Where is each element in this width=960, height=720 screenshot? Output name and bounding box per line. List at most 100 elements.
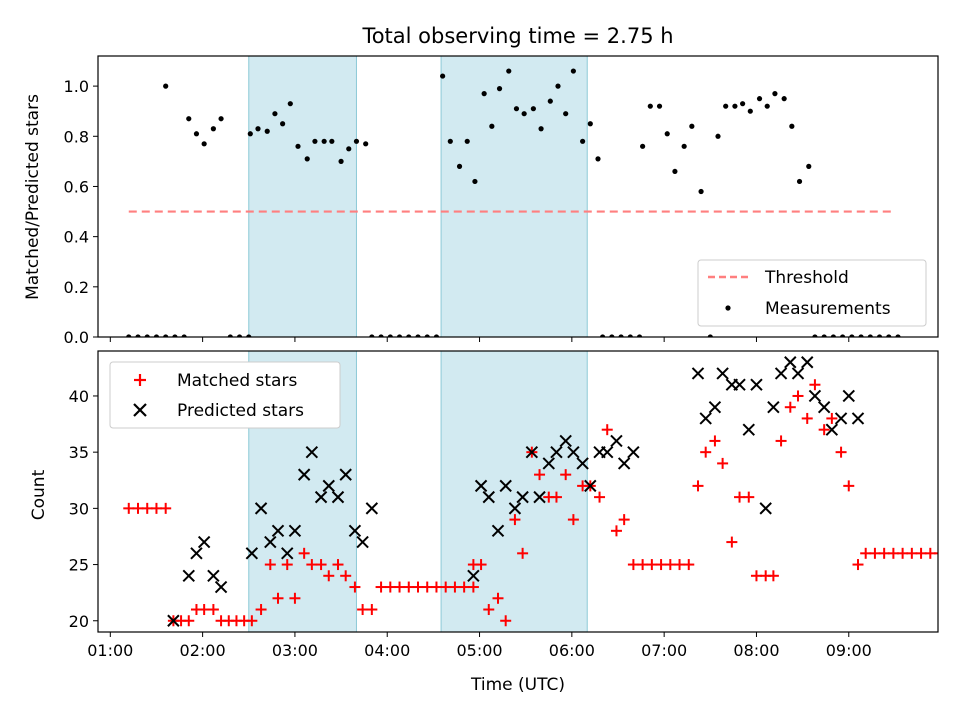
predicted-star-point: [314, 490, 328, 504]
measurement-point: [886, 334, 892, 337]
matched-star-point: [421, 581, 433, 593]
measurement-point: [781, 96, 787, 102]
measurement-point: [587, 121, 593, 127]
matched-star-point: [264, 559, 276, 571]
matched-star-point: [767, 570, 779, 582]
matched-star-point: [692, 480, 704, 492]
y-tick-label: 0.4: [64, 228, 89, 247]
matched-star-point: [860, 547, 872, 559]
matched-star-point: [594, 491, 606, 503]
matched-star-point: [315, 559, 327, 571]
predicted-star-point: [499, 479, 512, 493]
plot-area: [123, 351, 938, 632]
x-tick-label: 09:00: [826, 641, 872, 660]
matched-star-point: [255, 604, 267, 616]
y-tick-label: 40: [69, 387, 89, 406]
matched-star-point: [384, 581, 396, 593]
predicted-star-point: [791, 367, 805, 380]
predicted-star-point: [214, 580, 228, 594]
measurement-point: [227, 334, 233, 337]
observing-window-2: [440, 56, 588, 337]
measurement-point: [647, 103, 653, 109]
predicted-star-point: [322, 479, 335, 493]
bottom-y-axis-label: Count: [29, 469, 49, 520]
measurement-point: [304, 156, 310, 162]
predicted-star-point: [699, 412, 712, 425]
measurement-point: [849, 334, 855, 337]
matched-star-point: [852, 559, 864, 571]
matched-star-point: [198, 604, 210, 616]
predicted-star-point: [305, 445, 319, 459]
matched-star-point: [784, 401, 796, 413]
matched-star-point: [440, 581, 452, 593]
predicted-star-point: [584, 479, 597, 493]
predicted-star-point: [491, 524, 505, 538]
measurement-point: [246, 334, 252, 337]
matched-star-point: [500, 615, 512, 627]
measurement-point: [640, 143, 646, 149]
measurement-point: [698, 188, 704, 195]
measurement-point: [280, 121, 286, 127]
measurement-point: [415, 334, 421, 337]
predicted-star-point: [825, 423, 839, 436]
predicted-star-point: [767, 400, 780, 414]
measurement-point: [396, 334, 403, 337]
measurement-point: [464, 138, 470, 144]
measurement-point: [193, 131, 200, 137]
predicted-star-point: [281, 547, 294, 560]
measurement-point: [715, 133, 721, 139]
measurement-point: [447, 138, 453, 144]
measurement-point: [338, 158, 344, 164]
x-tick-label: 05:00: [456, 641, 502, 660]
matched-star-point: [281, 559, 293, 571]
predicted-star-point: [365, 502, 379, 515]
measurement-point: [201, 141, 207, 147]
measurement-point: [153, 334, 160, 337]
matched-star-point: [915, 547, 927, 559]
predicted-star-point: [190, 547, 203, 560]
matched-star-point: [394, 581, 406, 593]
predicted-star-point: [774, 367, 788, 380]
matched-star-point: [601, 424, 613, 436]
matched-star-point: [183, 615, 195, 627]
matched-star-point: [332, 559, 344, 571]
bottom-legend: Matched stars Predicted stars: [109, 361, 341, 429]
matched-star-point: [458, 581, 470, 593]
measurement-point: [789, 123, 795, 129]
x-tick-label: 07:00: [641, 641, 687, 660]
matched-star-point: [610, 525, 622, 537]
measurement-point: [830, 334, 836, 337]
measurement-point: [218, 116, 224, 122]
predicted-legend-label: Predicted stars: [177, 401, 304, 421]
predicted-star-point: [525, 445, 539, 459]
measurement-point: [346, 146, 352, 152]
measurement-point: [772, 91, 778, 97]
y-tick-label: 0.6: [64, 177, 89, 196]
measurement-point: [747, 108, 753, 114]
measurement-point: [681, 143, 687, 149]
measurement-point: [272, 111, 278, 117]
predicted-star-point: [207, 569, 220, 583]
y-tick-label: 25: [69, 556, 89, 575]
matched-star-point: [835, 446, 847, 458]
predicted-star-point: [601, 445, 614, 459]
matched-star-point: [141, 502, 153, 514]
y-tick-label: 20: [69, 612, 89, 631]
matched-star-point: [683, 559, 695, 571]
measurement-point: [255, 126, 261, 132]
chart-title: Total observing time = 2.75 h: [361, 24, 673, 48]
matched-star-point: [934, 552, 938, 555]
matched-star-point: [123, 502, 135, 514]
measurement-point: [210, 126, 216, 132]
measurement-point: [440, 73, 446, 79]
bottom-legend-box: [109, 361, 341, 429]
matched-star-point: [289, 592, 301, 604]
measurement-point: [481, 91, 487, 97]
matched-star-point: [430, 581, 442, 593]
measurement-point: [812, 334, 818, 337]
matched-star-point: [726, 536, 738, 548]
measurement-point: [689, 123, 695, 129]
predicted-star-point: [567, 445, 580, 459]
matched-star-point: [323, 570, 335, 582]
